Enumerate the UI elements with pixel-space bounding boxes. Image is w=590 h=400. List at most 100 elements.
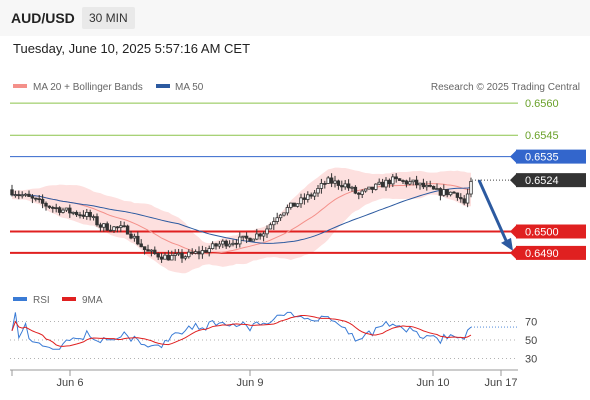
candle-body-15 xyxy=(61,209,65,213)
candle-body-5 xyxy=(27,193,31,197)
candle-body-18 xyxy=(71,211,75,214)
candle-body-53 xyxy=(190,251,194,254)
candle-body-64 xyxy=(227,243,232,247)
candle-body-29 xyxy=(108,229,113,232)
candle-body-40 xyxy=(146,249,150,252)
candle-body-47 xyxy=(170,255,174,261)
candle-body-109 xyxy=(380,181,385,188)
candle-body-72 xyxy=(255,233,259,240)
candle-body-68 xyxy=(241,235,245,238)
candle-body-46 xyxy=(166,254,171,261)
candle-body-120 xyxy=(418,182,422,186)
candle-body-69 xyxy=(244,235,249,239)
candle-body-65 xyxy=(231,242,235,245)
x-tick-label-0: Jun 6 xyxy=(57,377,84,389)
candle-body-30 xyxy=(112,226,116,231)
candle-body-114 xyxy=(397,178,402,181)
candle-body-37 xyxy=(136,235,140,245)
ma20-legend-label: MA 20 + Bollinger Bands xyxy=(33,82,143,93)
x-axis-ticks: Jun 6 Jun 9 Jun 10 Jun 17 xyxy=(11,370,518,389)
candle-body-21 xyxy=(81,214,86,217)
candlesticks xyxy=(10,173,473,263)
candle-body-12 xyxy=(51,207,55,209)
rsi-level-label-0: 70 xyxy=(525,317,537,329)
bollinger-bands xyxy=(12,167,471,274)
candle-body-82 xyxy=(289,202,293,208)
candle-body-19 xyxy=(74,211,79,216)
candle-body-27 xyxy=(102,223,106,228)
candle-body-38 xyxy=(139,243,143,248)
ma50-legend-label: MA 50 xyxy=(175,82,204,93)
candle-body-8 xyxy=(37,198,41,201)
candle-body-81 xyxy=(285,207,290,214)
candle-body-16 xyxy=(64,207,69,211)
ma50-legend-swatch xyxy=(156,84,170,88)
candle-body-6 xyxy=(30,196,35,199)
candle-body-60 xyxy=(214,243,218,247)
rsi-panel: 70 50 30 xyxy=(10,311,537,365)
candle-body-134 xyxy=(465,193,470,204)
candle-body-62 xyxy=(221,240,225,245)
candle-body-50 xyxy=(180,252,184,259)
candle-body-87 xyxy=(306,194,310,200)
forecast-arrow-shaft xyxy=(477,179,510,246)
forecast-arrow xyxy=(477,179,513,251)
candle-body-3 xyxy=(20,194,24,197)
level-label-5: 0.6490 xyxy=(525,248,559,260)
candle-body-94 xyxy=(329,177,334,184)
candle-body-33 xyxy=(122,225,126,228)
candle-body-26 xyxy=(98,224,103,228)
candle-body-105 xyxy=(367,186,371,190)
candle-body-48 xyxy=(173,253,177,256)
candle-body-71 xyxy=(251,238,256,242)
candle-body-84 xyxy=(295,203,300,207)
candle-body-41 xyxy=(149,249,154,252)
candle-body-24 xyxy=(91,216,96,219)
candle-body-127 xyxy=(442,189,446,196)
chart-header: AUD/USD 30 MIN xyxy=(0,0,590,36)
candle-body-92 xyxy=(323,183,327,185)
candle-body-117 xyxy=(408,181,412,185)
candle-body-101 xyxy=(353,186,358,194)
candle-body-128 xyxy=(445,189,449,196)
rsi-ma-legend-label: 9MA xyxy=(82,295,103,306)
level-tag-pointer-4 xyxy=(510,225,516,238)
candle-body-88 xyxy=(309,194,313,197)
candle-body-2 xyxy=(17,194,21,197)
candle-body-59 xyxy=(210,243,215,249)
candle-body-4 xyxy=(23,193,28,196)
ma20-legend-swatch xyxy=(13,84,27,88)
candle-body-99 xyxy=(346,183,351,189)
timeframe-badge[interactable]: 30 MIN xyxy=(82,7,135,29)
candle-body-89 xyxy=(312,192,317,197)
candle-body-25 xyxy=(95,216,99,226)
level-tag-pointer-2 xyxy=(510,150,516,163)
candle-body-129 xyxy=(448,191,453,196)
candle-body-13 xyxy=(54,207,58,210)
candle-body-28 xyxy=(105,223,109,231)
candle-body-76 xyxy=(268,224,273,230)
candle-body-75 xyxy=(265,228,269,235)
candle-body-20 xyxy=(78,214,82,217)
candle-body-0 xyxy=(10,189,14,196)
candle-body-93 xyxy=(326,177,330,184)
candle-body-135 xyxy=(469,180,473,195)
candle-body-73 xyxy=(258,233,262,237)
candle-body-66 xyxy=(234,242,239,245)
candle-body-23 xyxy=(88,211,92,218)
rsi-level-label-1: 50 xyxy=(525,335,537,347)
timestamp: Tuesday, June 10, 2025 5:57:16 AM CET xyxy=(13,41,251,56)
candle-body-10 xyxy=(44,202,48,207)
candle-body-1 xyxy=(13,194,18,197)
candle-body-36 xyxy=(132,235,137,239)
candle-body-39 xyxy=(142,246,147,251)
candle-body-77 xyxy=(272,221,276,226)
candle-body-106 xyxy=(370,186,375,190)
candle-body-131 xyxy=(455,192,460,198)
level-tag-4 xyxy=(516,224,586,239)
candle-body-122 xyxy=(425,184,429,188)
level-label-4: 0.6500 xyxy=(525,227,559,239)
ma20-line xyxy=(11,183,472,255)
candle-body-67 xyxy=(238,236,242,245)
candle-body-91 xyxy=(319,183,324,189)
